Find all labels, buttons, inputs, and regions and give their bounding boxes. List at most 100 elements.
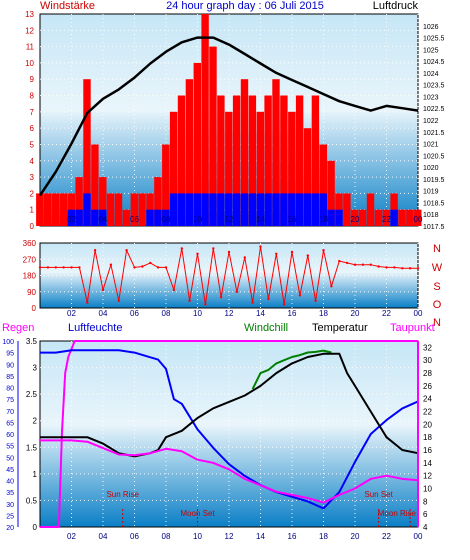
wind-direction-point (101, 288, 105, 292)
pressure-tick-label: 1023.5 (423, 83, 445, 90)
wind-gust-bar (122, 209, 131, 226)
wind-direction-point (377, 265, 380, 268)
temperature-tick-label: 26 (423, 382, 432, 391)
wind-gust-bar (256, 111, 264, 226)
panel3-x-tick-label: 04 (99, 532, 108, 541)
temperature-tick-label: 8 (423, 497, 428, 506)
wind-gust-bar (209, 46, 217, 226)
panel3-x-tick-label: 22 (382, 532, 391, 541)
wind-gust-bar (91, 144, 99, 226)
wind-direction-point (267, 297, 270, 301)
wind-average-bar (327, 209, 335, 226)
wind-gust-bar (217, 95, 225, 226)
wind-average-bar (390, 209, 398, 226)
pressure-tick-label: 1021.5 (423, 130, 445, 137)
pressure-tick-label: 1025 (423, 47, 439, 54)
wind-average-bar (83, 193, 91, 226)
humidity-tick-label: 45 (6, 467, 14, 474)
wind-average-bar (225, 193, 233, 226)
wind-gust-bar (248, 95, 257, 226)
wind-direction-point (243, 256, 246, 259)
wind-tick-label: 10 (25, 59, 34, 68)
wind-direction-point (117, 299, 121, 302)
wind-direction-point (164, 266, 168, 269)
panel3-x-tick-label: 08 (162, 532, 171, 541)
pressure-tick-label: 1023 (423, 94, 439, 101)
regen-tick-label: 0.5 (26, 496, 38, 505)
panel1-x-tick-label: 16 (288, 215, 297, 224)
panel1-x-tick-label: 06 (130, 215, 139, 224)
humidity-tick-label: 40 (6, 479, 14, 486)
pressure-tick-label: 1024 (423, 71, 439, 78)
panel1-axis-labels: 0123456789101112131017.510181018.5101910… (25, 10, 444, 231)
wind-gust-bar (177, 95, 186, 226)
wind-average-bar (162, 209, 170, 226)
temperature-tick-label: 14 (423, 459, 432, 468)
pressure-tick-label: 1024.5 (423, 59, 445, 66)
pressure-tick-label: 1018.5 (423, 200, 445, 207)
panel1-x-tick-label: 00 (414, 215, 423, 224)
wind-direction-point (322, 249, 325, 252)
panel3-x-tick-label: 20 (351, 532, 360, 541)
wind-average-bar (288, 193, 296, 226)
wind-direction-point (172, 288, 176, 292)
wind-direction-point (314, 299, 317, 302)
wind-direction-point (353, 263, 357, 266)
panel2-x-tick-label: 18 (319, 309, 328, 318)
wind-gust-bar (406, 209, 414, 226)
panel1-x-tick-label: 20 (351, 215, 360, 224)
pressure-tick-label: 1026 (423, 24, 439, 31)
wind-direction-point (393, 266, 396, 269)
panel3-x-tick-label: 06 (130, 532, 139, 541)
panel2-x-tick-label: 10 (193, 309, 202, 318)
wind-tick-label: 4 (30, 157, 35, 166)
wind-direction-point (251, 301, 254, 304)
legend-regen: Regen (2, 322, 34, 334)
panel1-x-tick-label: 10 (193, 215, 202, 224)
wind-direction-point (125, 249, 128, 252)
direction-tick-label: 360 (23, 239, 37, 248)
panel3-x-tick-label: 00 (414, 532, 423, 541)
panel2-x-tick-label: 06 (130, 309, 139, 318)
pressure-tick-label: 1020 (423, 165, 439, 172)
wind-tick-label: 1 (30, 206, 35, 215)
wind-average-bar (264, 193, 272, 226)
humidity-tick-label: 35 (6, 490, 14, 497)
wind-average-bar (319, 193, 327, 226)
panel3-x-tick-label: 16 (288, 532, 297, 541)
wind-gust-bar (366, 193, 375, 226)
wind-direction-point (204, 303, 207, 306)
panel1-x-tick-label: 08 (162, 215, 171, 224)
pressure-tick-label: 1022 (423, 118, 439, 125)
wind-direction-point (212, 247, 215, 250)
wind-gust-bar (201, 14, 209, 226)
wind-average-bar (335, 209, 343, 226)
panel2-x-tick-label: 16 (288, 309, 297, 318)
humidity-tick-label: 90 (6, 362, 14, 369)
wind-direction-point (345, 261, 349, 265)
panel1-x-tick-label: 22 (382, 215, 391, 224)
humidity-tick-label: 75 (6, 397, 14, 404)
wind-direction-point (306, 254, 309, 257)
temperature-tick-label: 12 (423, 472, 432, 481)
direction-tick-label: 90 (27, 288, 36, 297)
humidity-tick-label: 30 (6, 502, 14, 509)
wind-direction-point (54, 266, 57, 269)
regen-tick-label: 3.5 (26, 337, 38, 346)
panel3-x-tick-label: 10 (193, 532, 202, 541)
wind-gust-bar (343, 193, 351, 226)
windchill-line (251, 349, 332, 390)
wind-gust-bar (414, 209, 422, 226)
temperature-tick-label: 22 (423, 408, 432, 417)
wind-gust-bar (83, 79, 91, 226)
panel2-gridlines (40, 243, 419, 308)
wind-gust-bar (303, 128, 312, 226)
wind-average-bar (67, 209, 75, 226)
wind-direction-point (180, 247, 183, 250)
wind-gust-bar (295, 95, 304, 226)
temperature-tick-label: 20 (423, 420, 432, 429)
chart-title: 24 hour graph day : 06 Juli 2015 (166, 0, 324, 12)
wind-gust-bar (351, 209, 359, 226)
